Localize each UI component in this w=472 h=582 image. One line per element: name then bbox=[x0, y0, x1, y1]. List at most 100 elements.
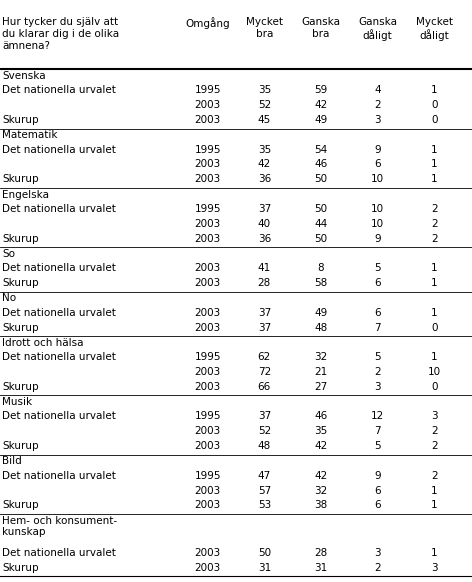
Text: 7: 7 bbox=[374, 322, 381, 332]
Text: 1995: 1995 bbox=[194, 411, 221, 421]
Text: So: So bbox=[2, 249, 16, 259]
Text: 0: 0 bbox=[431, 382, 438, 392]
Text: 38: 38 bbox=[314, 501, 328, 510]
Text: 46: 46 bbox=[314, 159, 328, 169]
Text: Mycket
dåligt: Mycket dåligt bbox=[416, 17, 453, 41]
Text: 36: 36 bbox=[258, 175, 271, 184]
Text: 42: 42 bbox=[314, 441, 328, 451]
Text: 37: 37 bbox=[258, 411, 271, 421]
Text: 9: 9 bbox=[374, 145, 381, 155]
Text: Skurup: Skurup bbox=[2, 322, 39, 332]
Text: 2003: 2003 bbox=[194, 367, 221, 377]
Text: 2003: 2003 bbox=[194, 233, 221, 244]
Text: 3: 3 bbox=[374, 115, 381, 125]
Text: 52: 52 bbox=[258, 426, 271, 436]
Text: 2: 2 bbox=[431, 204, 438, 214]
Text: Hem- och konsument-
kunskap: Hem- och konsument- kunskap bbox=[2, 516, 118, 537]
Text: 2003: 2003 bbox=[194, 263, 221, 273]
Text: 2003: 2003 bbox=[194, 485, 221, 495]
Text: 2003: 2003 bbox=[194, 308, 221, 318]
Text: 10: 10 bbox=[371, 175, 384, 184]
Text: 50: 50 bbox=[314, 204, 328, 214]
Text: Skurup: Skurup bbox=[2, 175, 39, 184]
Text: 50: 50 bbox=[314, 233, 328, 244]
Text: 42: 42 bbox=[314, 100, 328, 110]
Text: 10: 10 bbox=[371, 204, 384, 214]
Text: Skurup: Skurup bbox=[2, 233, 39, 244]
Text: 2: 2 bbox=[374, 367, 381, 377]
Text: 2003: 2003 bbox=[194, 441, 221, 451]
Text: 50: 50 bbox=[314, 175, 328, 184]
Text: 45: 45 bbox=[258, 115, 271, 125]
Text: 0: 0 bbox=[431, 322, 438, 332]
Text: 2003: 2003 bbox=[194, 382, 221, 392]
Text: 66: 66 bbox=[258, 382, 271, 392]
Text: Skurup: Skurup bbox=[2, 382, 39, 392]
Text: Idrott och hälsa: Idrott och hälsa bbox=[2, 338, 84, 348]
Text: 2: 2 bbox=[431, 426, 438, 436]
Text: 31: 31 bbox=[258, 563, 271, 573]
Text: Skurup: Skurup bbox=[2, 501, 39, 510]
Text: 49: 49 bbox=[314, 308, 328, 318]
Text: Bild: Bild bbox=[2, 456, 22, 466]
Text: 2003: 2003 bbox=[194, 548, 221, 558]
Text: Musik: Musik bbox=[2, 397, 33, 407]
Text: Omgång: Omgång bbox=[185, 17, 230, 29]
Text: 1995: 1995 bbox=[194, 145, 221, 155]
Text: 2: 2 bbox=[431, 219, 438, 229]
Text: 37: 37 bbox=[258, 322, 271, 332]
Text: 4: 4 bbox=[374, 86, 381, 95]
Text: Det nationella urvalet: Det nationella urvalet bbox=[2, 145, 116, 155]
Text: 5: 5 bbox=[374, 352, 381, 362]
Text: Engelska: Engelska bbox=[2, 190, 50, 200]
Text: 1995: 1995 bbox=[194, 86, 221, 95]
Text: 41: 41 bbox=[258, 263, 271, 273]
Text: Det nationella urvalet: Det nationella urvalet bbox=[2, 471, 116, 481]
Text: Det nationella urvalet: Det nationella urvalet bbox=[2, 86, 116, 95]
Text: 36: 36 bbox=[258, 233, 271, 244]
Text: 10: 10 bbox=[428, 367, 441, 377]
Text: 72: 72 bbox=[258, 367, 271, 377]
Text: Det nationella urvalet: Det nationella urvalet bbox=[2, 352, 116, 362]
Text: 48: 48 bbox=[314, 322, 328, 332]
Text: 2003: 2003 bbox=[194, 219, 221, 229]
Text: 59: 59 bbox=[314, 86, 328, 95]
Text: 48: 48 bbox=[258, 441, 271, 451]
Text: 2: 2 bbox=[431, 441, 438, 451]
Text: 2003: 2003 bbox=[194, 159, 221, 169]
Text: 1: 1 bbox=[431, 352, 438, 362]
Text: 27: 27 bbox=[314, 382, 328, 392]
Text: 12: 12 bbox=[371, 411, 384, 421]
Text: 1: 1 bbox=[431, 159, 438, 169]
Text: 35: 35 bbox=[258, 86, 271, 95]
Text: Skurup: Skurup bbox=[2, 441, 39, 451]
Text: 47: 47 bbox=[258, 471, 271, 481]
Text: 1: 1 bbox=[431, 308, 438, 318]
Text: 37: 37 bbox=[258, 308, 271, 318]
Text: 35: 35 bbox=[314, 426, 328, 436]
Text: 8: 8 bbox=[318, 263, 324, 273]
Text: 6: 6 bbox=[374, 159, 381, 169]
Text: Det nationella urvalet: Det nationella urvalet bbox=[2, 411, 116, 421]
Text: 1: 1 bbox=[431, 86, 438, 95]
Text: 28: 28 bbox=[258, 278, 271, 288]
Text: 42: 42 bbox=[258, 159, 271, 169]
Text: 6: 6 bbox=[374, 501, 381, 510]
Text: 1995: 1995 bbox=[194, 204, 221, 214]
Text: 2003: 2003 bbox=[194, 115, 221, 125]
Text: 9: 9 bbox=[374, 471, 381, 481]
Text: 62: 62 bbox=[258, 352, 271, 362]
Text: 9: 9 bbox=[374, 233, 381, 244]
Text: 1995: 1995 bbox=[194, 471, 221, 481]
Text: 2: 2 bbox=[374, 100, 381, 110]
Text: 3: 3 bbox=[374, 548, 381, 558]
Text: 1: 1 bbox=[431, 175, 438, 184]
Text: 7: 7 bbox=[374, 426, 381, 436]
Text: 58: 58 bbox=[314, 278, 328, 288]
Text: 1: 1 bbox=[431, 263, 438, 273]
Text: Det nationella urvalet: Det nationella urvalet bbox=[2, 308, 116, 318]
Text: Skurup: Skurup bbox=[2, 115, 39, 125]
Text: No: No bbox=[2, 293, 17, 303]
Text: 31: 31 bbox=[314, 563, 328, 573]
Text: 2003: 2003 bbox=[194, 278, 221, 288]
